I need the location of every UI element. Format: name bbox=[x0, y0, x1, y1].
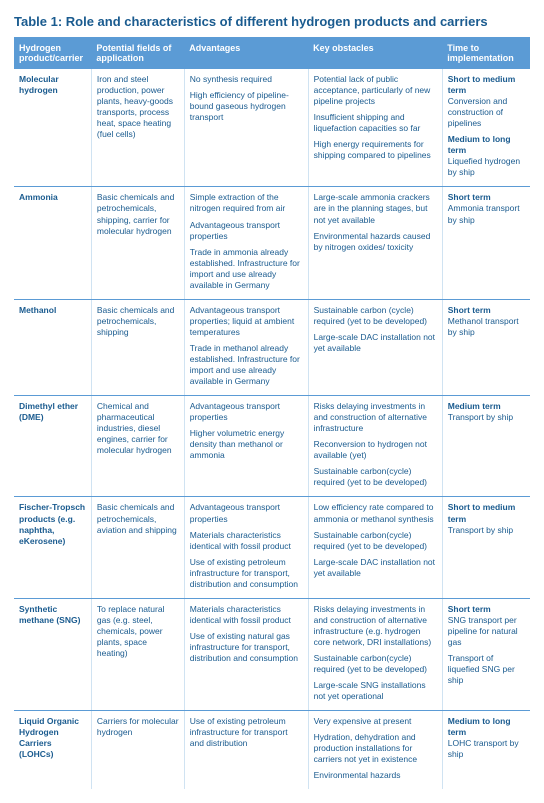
cell-advantages: Advantageous transport properties; liqui… bbox=[184, 299, 308, 395]
cell-product-name: Methanol bbox=[14, 299, 91, 395]
cell-product-name: Synthetic methane (SNG) bbox=[14, 598, 91, 710]
cell-time: Short termMethanol transport by ship bbox=[442, 299, 530, 395]
col-obstacles: Key obstacles bbox=[308, 37, 442, 69]
table-row: Molecular hydrogenIron and steel product… bbox=[14, 69, 530, 187]
cell-application: Carriers for molecular hydrogen bbox=[91, 711, 184, 790]
cell-application: Basic chemicals and petrochemicals, avia… bbox=[91, 497, 184, 598]
cell-advantages: Advantageous transport propertiesMateria… bbox=[184, 497, 308, 598]
table-title: Table 1: Role and characteristics of dif… bbox=[14, 14, 530, 29]
cell-time: Medium to long termLOHC transport by shi… bbox=[442, 711, 530, 790]
cell-product-name: Ammonia bbox=[14, 187, 91, 299]
table-row: Fischer-Tropsch products (e.g. naphtha, … bbox=[14, 497, 530, 598]
cell-application: Chemical and pharmaceutical industries, … bbox=[91, 396, 184, 497]
cell-advantages: No synthesis requiredHigh efficiency of … bbox=[184, 69, 308, 187]
cell-product-name: Fischer-Tropsch products (e.g. naphtha, … bbox=[14, 497, 91, 598]
table-row: Synthetic methane (SNG)To replace natura… bbox=[14, 598, 530, 710]
col-application: Potential fields of application bbox=[91, 37, 184, 69]
cell-product-name: Molecular hydrogen bbox=[14, 69, 91, 187]
table-row: Dimethyl ether (DME)Chemical and pharmac… bbox=[14, 396, 530, 497]
table-row: MethanolBasic chemicals and petrochemica… bbox=[14, 299, 530, 395]
cell-application: To replace natural gas (e.g. steel, chem… bbox=[91, 598, 184, 710]
cell-application: Iron and steel production, power plants,… bbox=[91, 69, 184, 187]
hydrogen-table: Hydrogen product/carrier Potential field… bbox=[14, 37, 530, 789]
cell-obstacles: Risks delaying investments in and constr… bbox=[308, 396, 442, 497]
cell-advantages: Simple extraction of the nitrogen requir… bbox=[184, 187, 308, 299]
table-row: AmmoniaBasic chemicals and petrochemical… bbox=[14, 187, 530, 299]
cell-time: Short to medium termConversion and const… bbox=[442, 69, 530, 187]
cell-application: Basic chemicals and petrochemicals, ship… bbox=[91, 187, 184, 299]
cell-product-name: Liquid Organic Hydrogen Carriers (LOHCs) bbox=[14, 711, 91, 790]
cell-obstacles: Very expensive at presentHydration, dehy… bbox=[308, 711, 442, 790]
cell-time: Medium termTransport by ship bbox=[442, 396, 530, 497]
cell-time: Short termSNG transport per pipeline for… bbox=[442, 598, 530, 710]
table-row: Liquid Organic Hydrogen Carriers (LOHCs)… bbox=[14, 711, 530, 790]
table-header-row: Hydrogen product/carrier Potential field… bbox=[14, 37, 530, 69]
cell-time: Short termAmmonia transport by ship bbox=[442, 187, 530, 299]
col-time: Time to implementation bbox=[442, 37, 530, 69]
col-hydrogen-product: Hydrogen product/carrier bbox=[14, 37, 91, 69]
cell-application: Basic chemicals and petrochemicals, ship… bbox=[91, 299, 184, 395]
cell-obstacles: Sustainable carbon (cycle) required (yet… bbox=[308, 299, 442, 395]
cell-obstacles: Low efficiency rate compared to ammonia … bbox=[308, 497, 442, 598]
col-advantages: Advantages bbox=[184, 37, 308, 69]
cell-advantages: Materials characteristics identical with… bbox=[184, 598, 308, 710]
cell-obstacles: Potential lack of public acceptance, par… bbox=[308, 69, 442, 187]
cell-obstacles: Large-scale ammonia crackers are in the … bbox=[308, 187, 442, 299]
cell-obstacles: Risks delaying investments in and constr… bbox=[308, 598, 442, 710]
cell-product-name: Dimethyl ether (DME) bbox=[14, 396, 91, 497]
cell-advantages: Advantageous transport propertiesHigher … bbox=[184, 396, 308, 497]
cell-time: Short to medium termTransport by ship bbox=[442, 497, 530, 598]
cell-advantages: Use of existing petroleum infrastructure… bbox=[184, 711, 308, 790]
